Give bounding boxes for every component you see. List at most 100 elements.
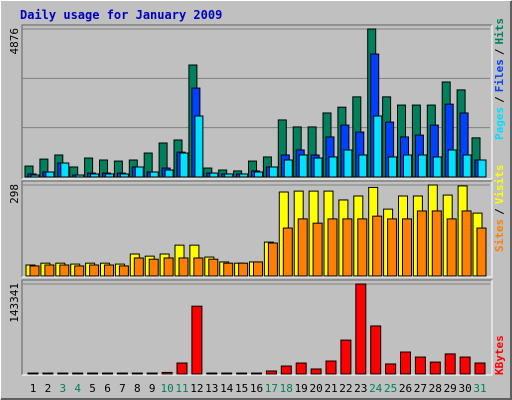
bar (462, 154, 472, 178)
bar (385, 363, 397, 375)
bar (221, 372, 233, 375)
bar (340, 339, 352, 375)
bar (477, 159, 487, 178)
bar (209, 172, 219, 178)
bar (328, 156, 338, 178)
bar (446, 218, 457, 277)
bar (163, 257, 174, 277)
x-tick-label: 12 (190, 382, 203, 395)
x-tick-label: 29 (444, 382, 457, 395)
bar (372, 215, 383, 277)
bar (89, 264, 100, 277)
x-tick-label: 26 (399, 382, 412, 395)
bar (133, 257, 144, 277)
chart-title: Daily usage for January 2009 (20, 8, 222, 22)
bar (45, 171, 55, 178)
panel-light-edge (22, 25, 493, 180)
bar (268, 166, 278, 178)
bar (416, 210, 427, 277)
bar (224, 173, 234, 178)
legend-separator: / (493, 96, 506, 103)
bar (59, 264, 70, 277)
panel-dark-edge (21, 180, 492, 277)
bar (44, 264, 55, 277)
bar (239, 173, 249, 178)
bar (206, 372, 218, 375)
bar (400, 351, 411, 375)
x-tick-label: 16 (250, 382, 263, 395)
bar (30, 174, 40, 178)
x-tick-label: 23 (354, 382, 367, 395)
bar (313, 157, 323, 178)
bar (403, 154, 412, 178)
bar (251, 372, 262, 375)
bar (297, 218, 308, 277)
bar (432, 156, 442, 178)
bar (267, 242, 278, 277)
x-tick-label: 7 (119, 382, 126, 395)
x-tick-label: 14 (220, 382, 234, 395)
x-tick-label: 22 (339, 382, 352, 395)
bar (119, 173, 129, 178)
bar (388, 156, 398, 178)
x-tick-label: 13 (205, 382, 218, 395)
bar (253, 261, 263, 277)
legend: Pages / Files / Hits (493, 18, 506, 140)
bar (236, 372, 248, 375)
x-tick-label: 6 (104, 382, 111, 395)
bar (118, 265, 129, 277)
bar (60, 162, 70, 178)
x-tick-label: 21 (324, 382, 337, 395)
x-tick-label: 4 (74, 382, 81, 395)
bar (149, 171, 159, 178)
x-tick-label: 24 (369, 382, 383, 395)
bar (176, 362, 188, 375)
x-tick-label: 18 (280, 382, 293, 395)
x-tick-label: 1 (30, 382, 37, 395)
bar (57, 372, 69, 375)
panel-light-edge (22, 181, 493, 278)
y-tick-label: 143341 (8, 283, 21, 323)
bar (370, 325, 382, 375)
bar (474, 362, 486, 375)
bar (134, 166, 144, 178)
bar (254, 171, 263, 178)
x-tick-label: 25 (384, 382, 397, 395)
bar (343, 149, 353, 178)
bar (29, 265, 40, 277)
x-tick-label: 5 (89, 382, 96, 395)
bar (414, 356, 426, 375)
bar (283, 159, 293, 178)
y-tick-label: 4876 (8, 28, 21, 55)
x-tick-label: 10 (160, 382, 173, 395)
bar (295, 362, 307, 375)
bar (280, 365, 292, 375)
bar (373, 115, 383, 178)
bar (355, 283, 367, 375)
x-tick-label: 20 (309, 382, 322, 395)
bar (27, 372, 39, 375)
panel-dark-edge (21, 279, 492, 375)
y-tick-label: 298 (8, 184, 21, 204)
legend-entry: Sites (493, 219, 506, 252)
bar (208, 258, 219, 277)
bar (342, 218, 353, 277)
legend: KBytes (493, 335, 506, 375)
bar (87, 372, 99, 375)
x-tick-label: 19 (295, 382, 308, 395)
bar (387, 218, 398, 277)
legend-entry: Hits (493, 18, 506, 45)
bar (102, 372, 113, 375)
legend-separator: / (493, 48, 506, 55)
bar (431, 210, 442, 277)
bar (461, 210, 472, 277)
bar (298, 154, 308, 178)
bar (402, 218, 412, 277)
bar (148, 258, 159, 277)
bar (75, 174, 85, 178)
bar (447, 149, 457, 178)
bar (358, 154, 368, 178)
x-tick-label: 2 (45, 382, 52, 395)
bar (238, 262, 249, 277)
